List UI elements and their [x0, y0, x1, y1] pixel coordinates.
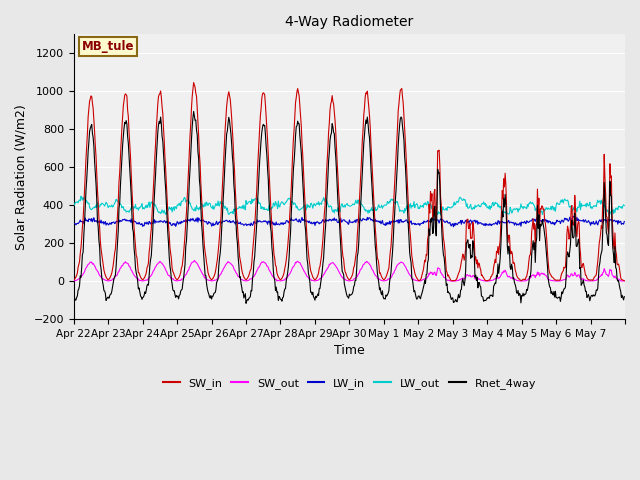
Legend: SW_in, SW_out, LW_in, LW_out, Rnet_4way: SW_in, SW_out, LW_in, LW_out, Rnet_4way: [159, 373, 540, 393]
Text: MB_tule: MB_tule: [82, 40, 134, 53]
Y-axis label: Solar Radiation (W/m2): Solar Radiation (W/m2): [15, 104, 28, 250]
Title: 4-Way Radiometer: 4-Way Radiometer: [285, 15, 413, 29]
X-axis label: Time: Time: [334, 344, 365, 357]
